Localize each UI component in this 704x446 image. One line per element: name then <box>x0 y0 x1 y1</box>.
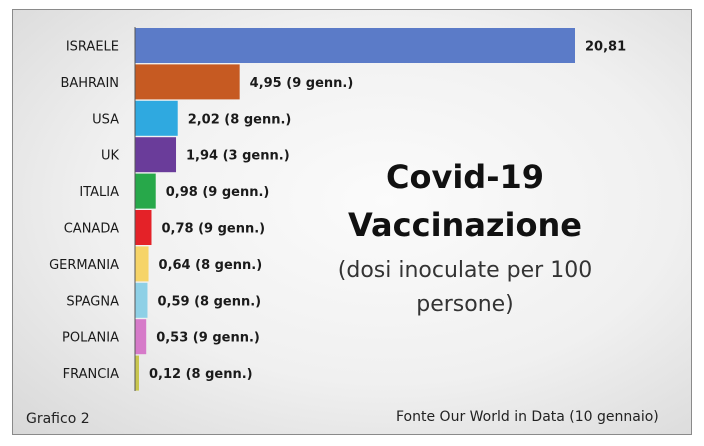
bar-usa <box>135 100 178 136</box>
category-label-israele: ISRAELE <box>66 40 119 55</box>
bar-italia <box>135 173 156 209</box>
chart-subtitle-line-1: (dosi inoculate per 100 <box>337 258 593 283</box>
bar-germania <box>135 246 149 282</box>
chart-frame <box>12 9 692 435</box>
data-source-label: Fonte Our World in Data (10 gennaio) <box>396 409 659 425</box>
value-label-canada: 0,78 (9 genn.) <box>161 222 265 237</box>
category-label-francia: FRANCIA <box>63 367 120 382</box>
value-label-francia: 0,12 (8 genn.) <box>149 367 253 382</box>
value-label-usa: 2,02 (8 genn.) <box>188 112 292 127</box>
bar-francia <box>135 355 139 391</box>
category-label-polania: POLANIA <box>62 331 119 346</box>
value-label-bahrain: 4,95 (9 genn.) <box>250 76 354 91</box>
category-label-germania: GERMANIA <box>49 258 119 273</box>
chart-number-label: Grafico 2 <box>26 411 90 427</box>
bar-canada <box>135 210 152 245</box>
chart-title-line-2: Vaccinazione <box>348 206 582 244</box>
category-label-italia: ITALIA <box>79 185 119 200</box>
bar-bahrain <box>135 64 240 100</box>
category-label-spagna: SPAGNA <box>66 294 119 309</box>
chart-title-line-1: Covid-19 <box>385 158 544 196</box>
category-label-canada: CANADA <box>64 222 119 237</box>
chart-subtitle-line-2: persone) <box>416 292 514 317</box>
value-label-israele: 20,81 <box>585 40 626 55</box>
bar-uk <box>135 137 177 173</box>
category-label-bahrain: BAHRAIN <box>60 76 119 91</box>
value-label-italia: 0,98 (9 genn.) <box>166 185 270 200</box>
value-label-uk: 1,94 (3 genn.) <box>186 149 290 164</box>
value-label-spagna: 0,59 (8 genn.) <box>157 294 261 309</box>
bar-spagna <box>135 282 148 318</box>
bar-israele <box>135 28 575 63</box>
value-label-germania: 0,64 (8 genn.) <box>159 258 263 273</box>
category-label-uk: UK <box>101 149 120 164</box>
bar-polania <box>135 319 147 355</box>
value-label-polania: 0,53 (9 genn.) <box>156 331 260 346</box>
category-label-usa: USA <box>92 112 119 127</box>
